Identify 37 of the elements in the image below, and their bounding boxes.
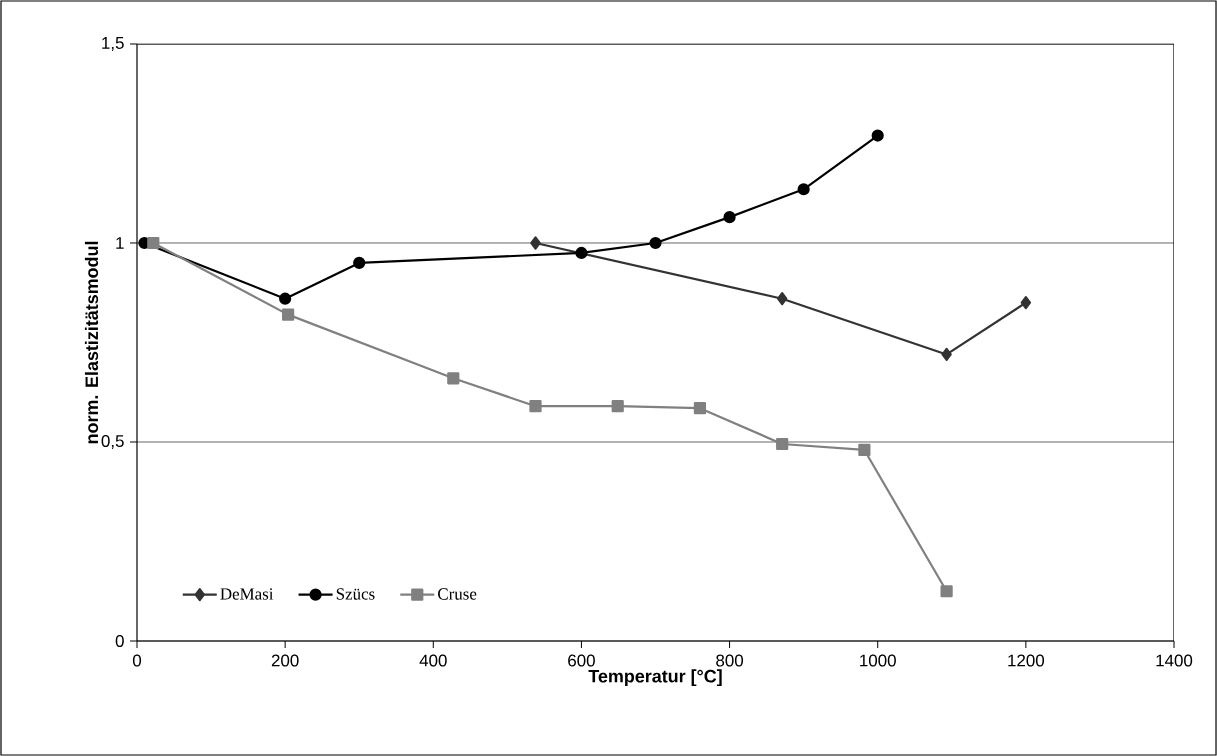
x-axis-title: Temperatur [°C] — [588, 669, 722, 687]
point — [147, 236, 160, 250]
point — [649, 236, 662, 250]
point — [776, 437, 789, 451]
point — [279, 292, 292, 305]
point — [797, 183, 810, 196]
y-tick-label: 1,5 — [102, 37, 124, 51]
x-tick-label: 800 — [716, 654, 744, 667]
point — [447, 372, 460, 385]
point — [940, 585, 953, 598]
point — [530, 236, 541, 250]
point — [693, 402, 707, 415]
legend-label: Cruse — [438, 588, 477, 600]
legend-label: Szücs — [336, 588, 375, 600]
y-tick-label: 0 — [115, 635, 124, 647]
x-tick-label: 1000 — [860, 654, 896, 667]
x-tick-label: 1400 — [1156, 654, 1193, 667]
point — [575, 246, 588, 260]
point — [529, 400, 542, 413]
point — [871, 129, 884, 142]
x-tick-label: 600 — [568, 654, 595, 667]
x-tick-label: 0 — [132, 654, 142, 667]
y-tick-label: 0,5 — [101, 435, 124, 449]
point — [282, 308, 295, 321]
point — [776, 292, 788, 306]
point — [858, 443, 871, 457]
point — [723, 211, 736, 224]
legend-label: DeMasi — [220, 588, 274, 600]
x-tick-label: 400 — [419, 654, 447, 667]
y-axis-title: norm. Elastizitätsmodul — [84, 241, 99, 444]
point — [1020, 296, 1032, 310]
point — [611, 400, 624, 413]
x-tick-label: 200 — [271, 654, 299, 667]
x-tick-label: 1200 — [1008, 654, 1045, 667]
point — [941, 347, 952, 362]
y-tick-label: 1 — [116, 237, 124, 249]
point — [353, 256, 366, 269]
